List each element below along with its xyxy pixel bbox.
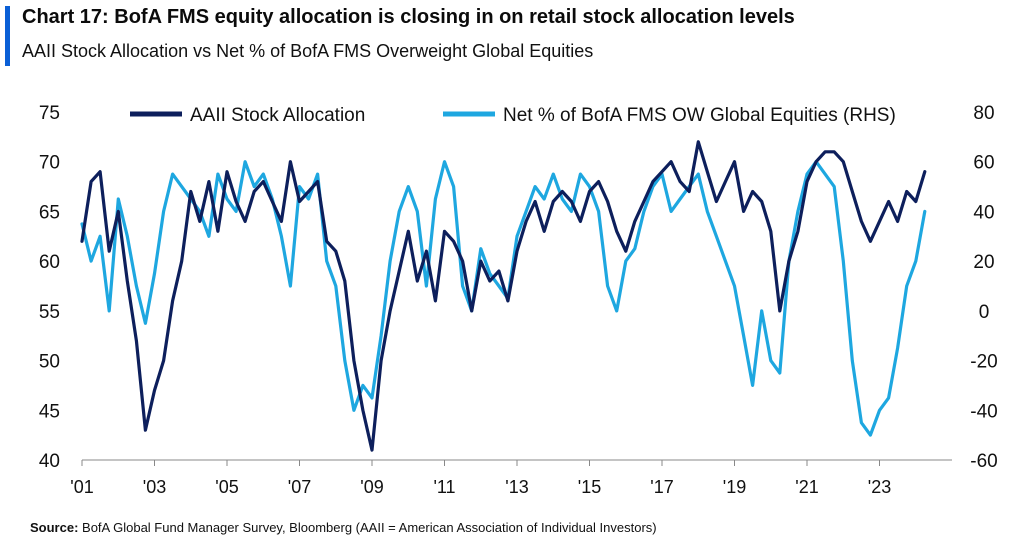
- source-note: Source: BofA Global Fund Manager Survey,…: [30, 520, 657, 535]
- x-tick-label: '03: [143, 477, 166, 497]
- x-tick-label: '21: [795, 477, 818, 497]
- source-text: BofA Global Fund Manager Survey, Bloombe…: [82, 520, 657, 535]
- chart-area: '01 '03 '05 '07 '09 '11 '13 '15 '17 '19 '21 '23 75 70…: [0, 86, 1024, 502]
- x-tick-label: '23: [868, 477, 891, 497]
- line-chart: '01 '03 '05 '07 '09 '11 '13 '15 '17 '19 '21 '23 75 70…: [39, 103, 998, 497]
- source-label: Source:: [30, 520, 79, 535]
- y-left-tick-label: 75: [39, 103, 60, 124]
- legend-fms-label: Net % of BofA FMS OW Global Equities (RH…: [503, 105, 896, 126]
- y-left-tick-label: 45: [39, 401, 60, 422]
- legend-aaii-label: AAII Stock Allocation: [190, 105, 365, 126]
- y-left-tick-label: 55: [39, 302, 60, 323]
- y-left-tick-label: 60: [39, 252, 60, 273]
- y-left-tick-label: 70: [39, 153, 60, 174]
- series-line-fms: [80, 160, 927, 437]
- y-left-tick-label: 40: [39, 451, 60, 472]
- x-tick-label: '15: [578, 477, 601, 497]
- chart-title: Chart 17: BofA FMS equity allocation is …: [22, 6, 795, 28]
- y-left-tick-label: 65: [39, 202, 60, 223]
- x-tick-label: '11: [433, 477, 455, 497]
- y-left-tick-label: 50: [39, 352, 60, 373]
- x-tick-label: '09: [360, 477, 383, 497]
- y-right-tick-label: 0: [979, 302, 990, 323]
- x-tick-label: '05: [215, 477, 238, 497]
- y-right-tick-label: 80: [973, 103, 994, 124]
- x-tick-label: '17: [650, 477, 673, 497]
- y-right-tick-label: 20: [973, 252, 994, 273]
- x-tick-label: '13: [505, 477, 528, 497]
- chart-subtitle: AAII Stock Allocation vs Net % of BofA F…: [22, 41, 594, 61]
- y-right-tick-label: 40: [973, 202, 994, 223]
- x-tick-label: '19: [723, 477, 746, 497]
- x-tick-label: '07: [288, 477, 311, 497]
- y-right-tick-label: -60: [970, 451, 997, 472]
- y-right-tick-label: -40: [970, 401, 997, 422]
- x-tick-label: '01: [70, 477, 93, 497]
- y-right-tick-label: 60: [973, 153, 994, 174]
- title-accent-bar: [5, 6, 10, 66]
- y-right-tick-label: -20: [970, 352, 997, 373]
- series-line-aaii: [80, 140, 927, 452]
